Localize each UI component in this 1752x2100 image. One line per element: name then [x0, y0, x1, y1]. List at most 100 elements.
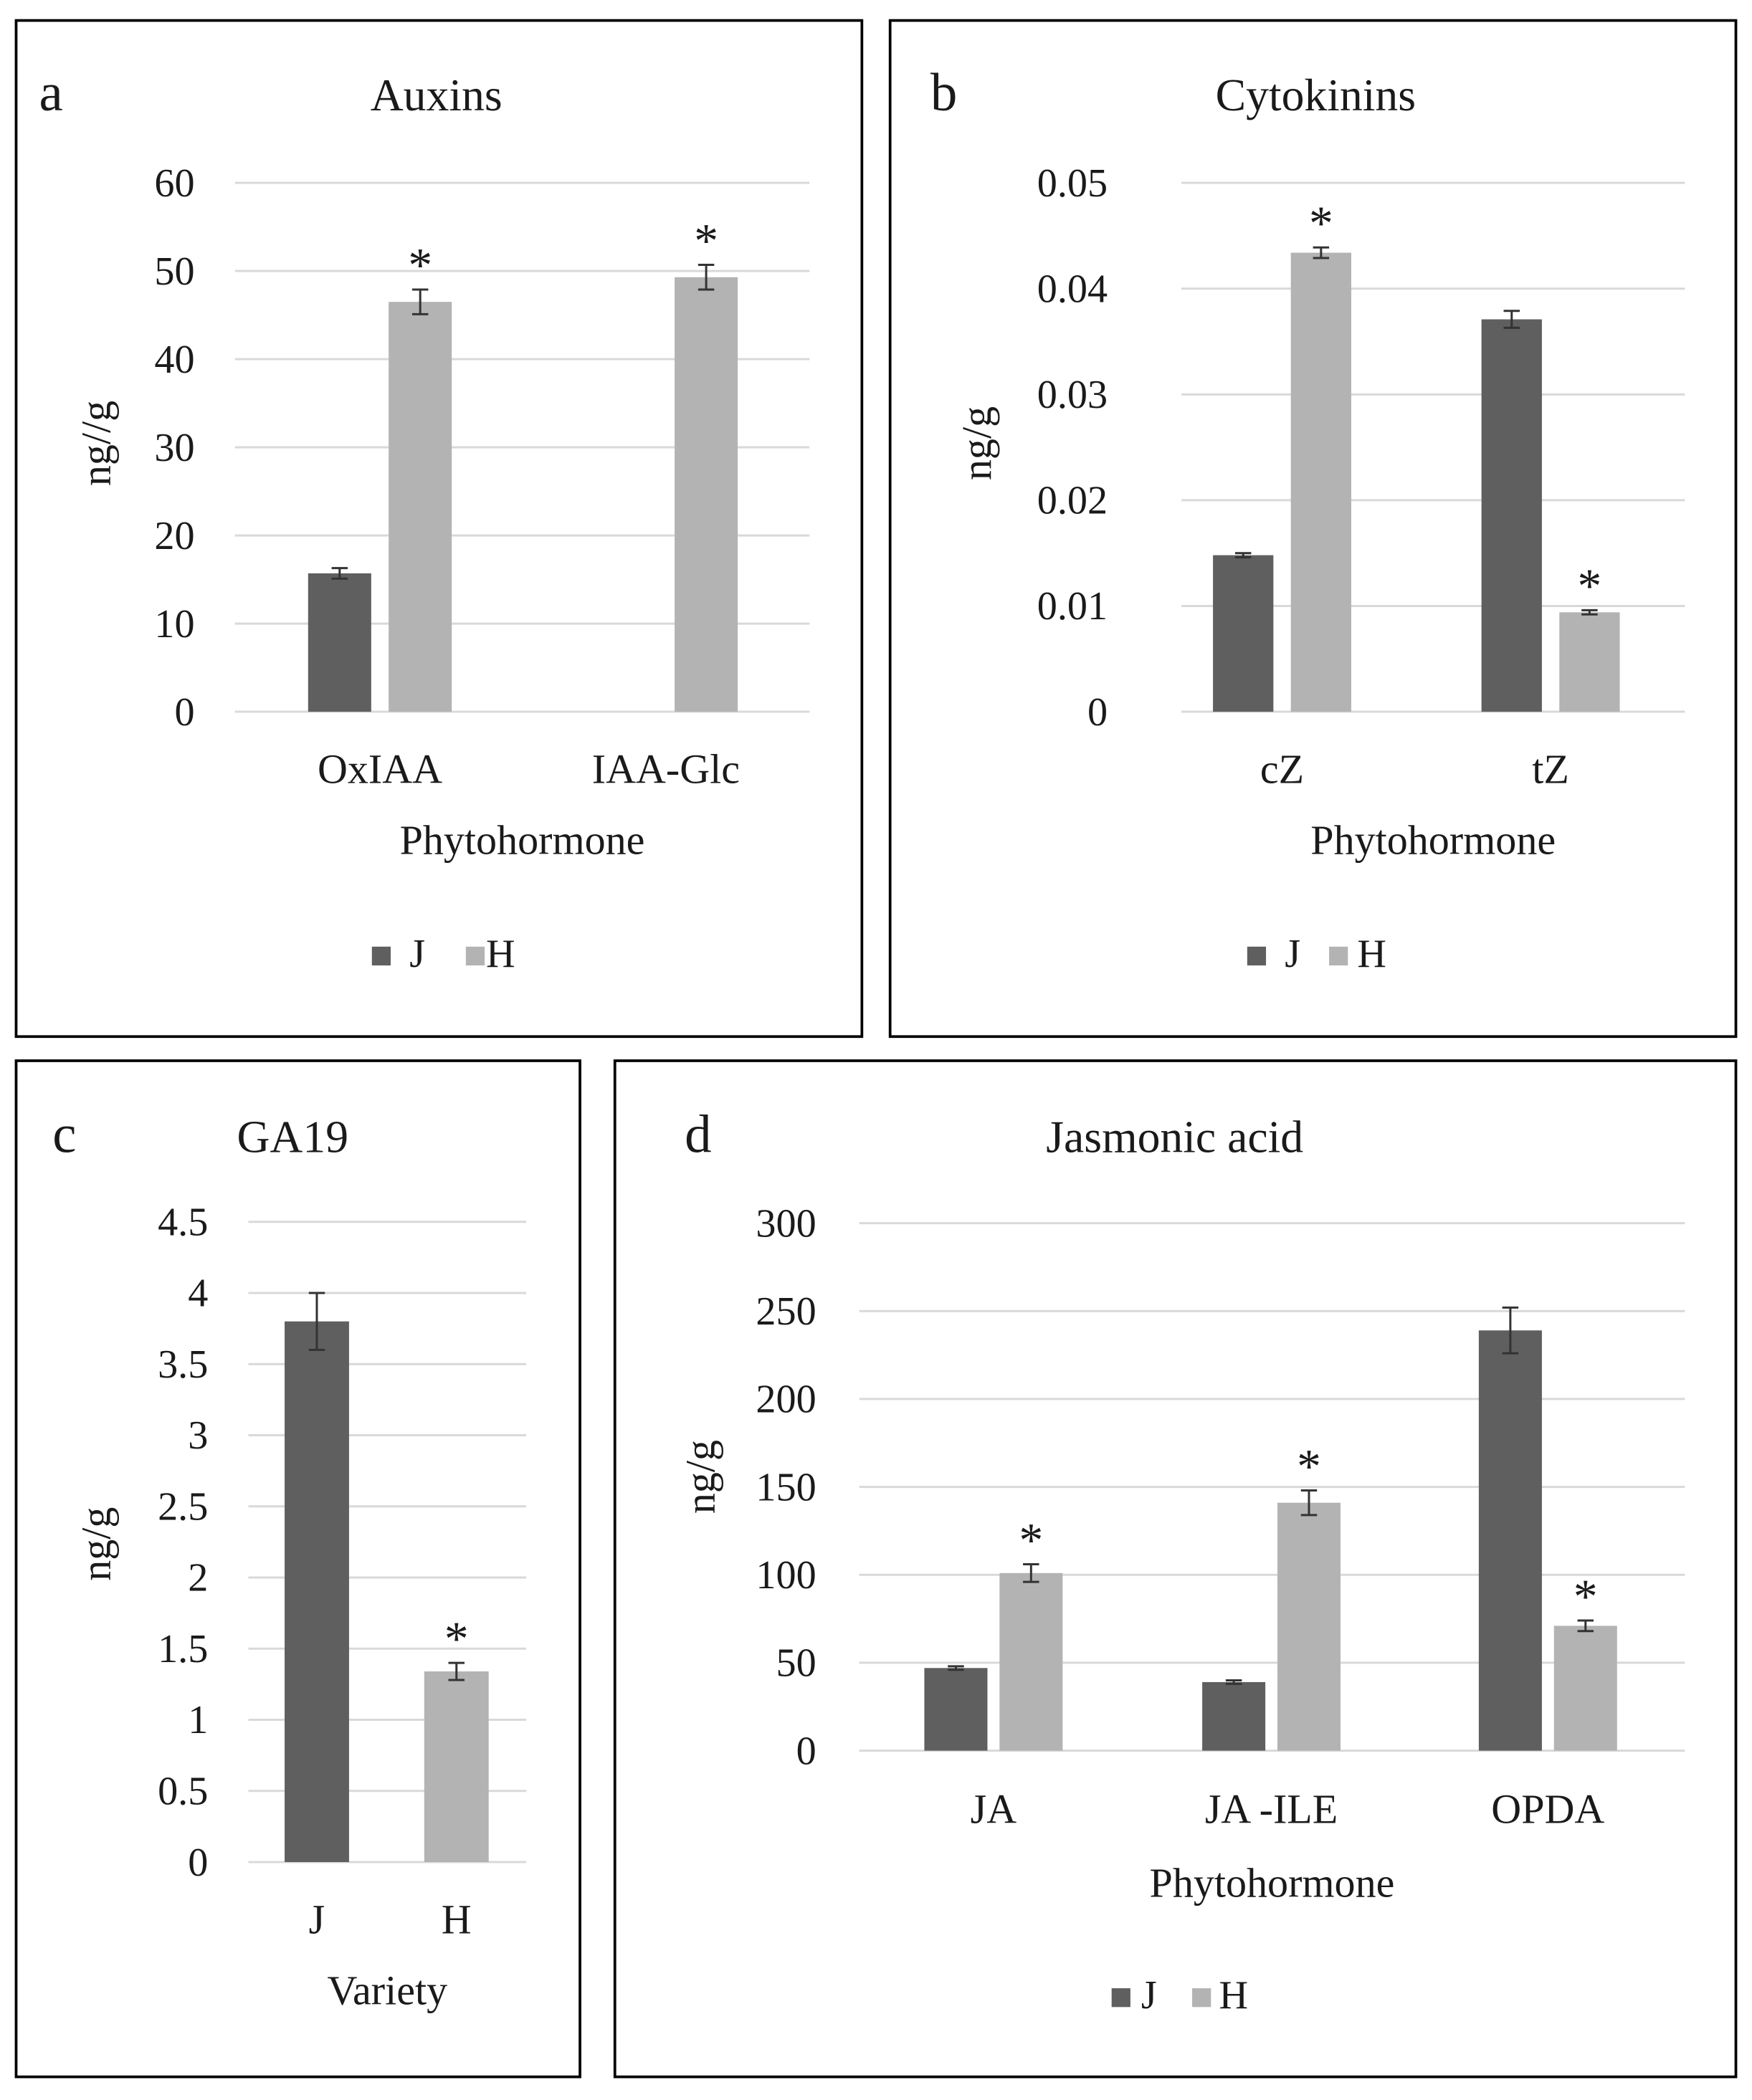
x-tick-label: JA -ILE [1205, 1786, 1338, 1833]
bar-H-JA -ILE [1277, 1502, 1341, 1751]
x-axis-label: Variety [327, 1967, 447, 2014]
legend-swatch-H [1192, 1988, 1211, 2008]
legend-label-J: J [1285, 932, 1300, 976]
error-bar [1313, 246, 1330, 259]
legend-swatch-H [465, 946, 485, 966]
y-tick-label: 0.05 [1037, 161, 1108, 206]
y-tick-label: 150 [756, 1465, 816, 1509]
y-axis-label: ng/g [73, 1507, 120, 1581]
y-tick-label: 50 [776, 1641, 816, 1686]
y-tick-label: 100 [756, 1553, 816, 1598]
chart-panel-b: b Cytokinins 0 0.01 0.02 0.03 0.04 0.05 ng/g cZ tZ… [888, 19, 1738, 1039]
y-tick-label: 200 [756, 1378, 816, 1422]
significance-asterisk: * [1574, 1570, 1598, 1623]
bar-J-OPDA [1478, 1330, 1542, 1751]
x-tick-label: H [442, 1896, 472, 1942]
chart-panel-a: a Auxins 0 10 20 30 40 50 60 ng//g OxIAA IAA-Glc Phy… [14, 19, 864, 1039]
significance-asterisk: * [408, 239, 432, 292]
y-tick-label: 250 [756, 1289, 816, 1334]
x-axis-label: Phytohormone [1150, 1860, 1395, 1906]
significance-asterisk: * [444, 1612, 469, 1666]
y-tick-label: 3 [188, 1413, 208, 1458]
y-tick-label: 4 [188, 1271, 208, 1316]
error-bar [1503, 310, 1520, 329]
significance-asterisk: * [1297, 1439, 1321, 1493]
panel-border [613, 1059, 1738, 2078]
bar-H-H [424, 1671, 489, 1863]
y-tick-label: 0.03 [1037, 373, 1108, 417]
y-tick-label: 1.5 [158, 1627, 208, 1671]
legend-label-H: H [486, 932, 515, 976]
bar-J-cZ [1213, 555, 1274, 712]
chart-panel-c: c GA19 0 0.5 1 1.5 2 2.5 3 3.5 4 4.5 ng/g J H Variety * [14, 1059, 581, 2078]
x-axis-label: Phytohormone [1310, 817, 1556, 864]
bar-J-tZ [1481, 319, 1542, 712]
significance-asterisk: * [1578, 559, 1602, 613]
bar-H-JA [999, 1572, 1063, 1751]
panel-letter: a [39, 63, 63, 123]
y-tick-label: 2.5 [158, 1484, 208, 1529]
legend-label-H: H [1357, 932, 1386, 976]
x-axis-label: Phytohormone [400, 817, 645, 864]
significance-asterisk: * [1309, 196, 1333, 250]
y-tick-label: 10 [154, 602, 194, 646]
y-tick-label: 0.02 [1037, 479, 1108, 523]
y-tick-label: 0 [796, 1729, 817, 1773]
x-tick-label: J [309, 1896, 325, 1942]
y-tick-label: 30 [154, 426, 194, 470]
error-bar [448, 1661, 465, 1681]
bar-J-JA -ILE [1202, 1681, 1266, 1751]
error-bar [331, 567, 348, 580]
bar-H-tZ [1559, 612, 1620, 712]
bar-H-IAA-Glc [675, 277, 738, 712]
y-tick-label: 0.01 [1037, 584, 1108, 629]
y-tick-label: 300 [756, 1201, 816, 1246]
bar-J-JA [924, 1668, 988, 1751]
y-tick-label: 50 [154, 249, 194, 294]
legend-swatch-J [371, 946, 391, 966]
legend-swatch-J [1247, 946, 1267, 966]
y-tick-label: 20 [154, 514, 194, 558]
panel-border [14, 1059, 581, 2078]
y-tick-label: 0.5 [158, 1770, 208, 1814]
y-tick-label: 0.04 [1037, 267, 1108, 311]
chart-title: GA19 [237, 1111, 348, 1162]
y-tick-label: 40 [154, 338, 194, 382]
bar-H-cZ [1290, 252, 1351, 712]
x-tick-label: OxIAA [318, 745, 442, 792]
chart-title: Jasmonic acid [1046, 1111, 1303, 1162]
error-bar [1502, 1306, 1519, 1355]
y-tick-label: 3.5 [158, 1342, 208, 1387]
x-tick-label: IAA-Glc [592, 745, 740, 792]
y-tick-label: 1 [188, 1698, 208, 1742]
error-bar [1234, 552, 1252, 559]
y-axis-label: ng/g [953, 406, 1000, 480]
error-bar [308, 1292, 325, 1351]
legend-swatch-J [1111, 1988, 1130, 2008]
y-tick-label: 0 [1087, 690, 1108, 735]
y-tick-label: 2 [188, 1556, 208, 1600]
x-tick-label: OPDA [1491, 1786, 1604, 1833]
error-bar [1581, 608, 1598, 616]
legend-swatch-H [1329, 946, 1348, 966]
bar-H-OPDA [1553, 1626, 1617, 1751]
chart-title: Cytokinins [1216, 70, 1416, 120]
chart-panel-d: d Jasmonic acid 0 50 100 150 200 250 300 ng/g JA JA… [613, 1059, 1738, 2078]
y-tick-label: 60 [154, 161, 194, 206]
legend-label-J: J [409, 932, 425, 976]
error-bar [1577, 1619, 1594, 1633]
bar-H-OxIAA [389, 302, 452, 712]
x-tick-label: tZ [1532, 745, 1569, 792]
error-bar [1300, 1489, 1318, 1517]
y-tick-label: 0 [174, 690, 194, 735]
panel-letter: b [930, 63, 957, 123]
bar-J-OxIAA [308, 573, 371, 712]
legend-label-H: H [1219, 1973, 1248, 2018]
x-tick-label: cZ [1260, 745, 1304, 792]
error-bar [948, 1665, 964, 1671]
x-tick-label: JA [971, 1786, 1017, 1833]
error-bar [411, 288, 429, 315]
chart-title: Auxins [371, 70, 503, 120]
panel-letter: d [685, 1104, 711, 1164]
